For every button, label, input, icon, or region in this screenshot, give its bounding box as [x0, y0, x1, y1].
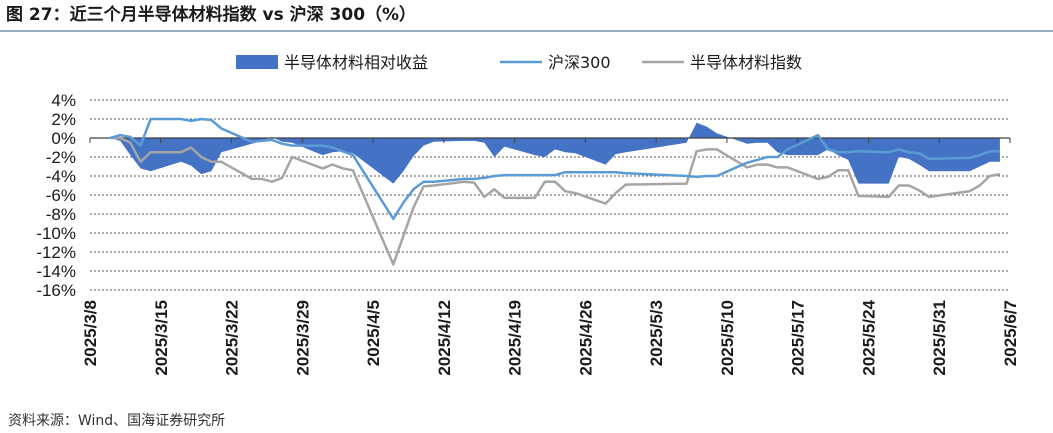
x-tick-label: 2025/3/15 — [152, 300, 171, 376]
title-divider — [0, 30, 1053, 32]
legend-label-semiconductor-index: 半导体材料指数 — [690, 53, 802, 72]
page-title: 图 27：近三个月半导体材料指数 vs 沪深 300（%） — [6, 5, 417, 25]
x-tick-label: 2025/3/22 — [223, 300, 242, 376]
x-tick-label: 2025/4/12 — [435, 300, 454, 376]
y-tick-label: -14% — [36, 262, 76, 281]
grid-lines — [90, 99, 1010, 291]
x-tick-label: 2025/5/17 — [789, 300, 808, 376]
legend-label-hs300: 沪深300 — [548, 53, 611, 72]
y-tick-label: -2% — [46, 148, 76, 167]
x-axis: 2025/3/8 2025/3/15 2025/3/22 2025/3/29 2025/… — [81, 138, 1020, 376]
y-tick-label: -10% — [36, 224, 76, 243]
y-tick-label: -8% — [46, 205, 76, 224]
y-tick-label: 4% — [51, 91, 76, 110]
y-tick-label: -6% — [46, 186, 76, 205]
x-tick-label: 2025/3/8 — [81, 300, 100, 366]
x-tick-label: 2025/6/7 — [1001, 300, 1020, 366]
y-axis: 4%2%0%-2%-4%-6%-8%-10%-12%-14%-16% — [36, 91, 76, 300]
y-tick-label: 0% — [51, 129, 76, 148]
series-line-semiconductor-index — [110, 136, 1001, 266]
x-tick-label: 2025/5/10 — [718, 300, 737, 376]
x-tick-label: 2025/5/24 — [859, 299, 878, 375]
x-tick-label: 2025/4/26 — [576, 300, 595, 376]
series-lines — [109, 117, 1001, 266]
x-tick-label: 2025/4/5 — [364, 300, 383, 366]
series-line-hs300 — [109, 117, 1000, 221]
y-tick-label: -4% — [46, 167, 76, 186]
source-note: 资料来源：Wind、国海证券研究所 — [8, 413, 226, 429]
y-tick-label: -12% — [36, 243, 76, 262]
y-tick-label: 2% — [51, 110, 76, 129]
legend-label-relative-return: 半导体材料相对收益 — [284, 53, 428, 72]
x-tick-label: 2025/5/31 — [930, 300, 949, 376]
x-tick-label: 2025/5/3 — [647, 300, 666, 366]
legend: 半导体材料相对收益 沪深300 半导体材料指数 — [236, 53, 802, 72]
x-tick-label: 2025/3/29 — [293, 300, 312, 376]
legend-swatch-relative-return — [236, 55, 278, 69]
y-tick-label: -16% — [36, 281, 76, 300]
x-tick-label: 2025/4/19 — [506, 300, 525, 376]
